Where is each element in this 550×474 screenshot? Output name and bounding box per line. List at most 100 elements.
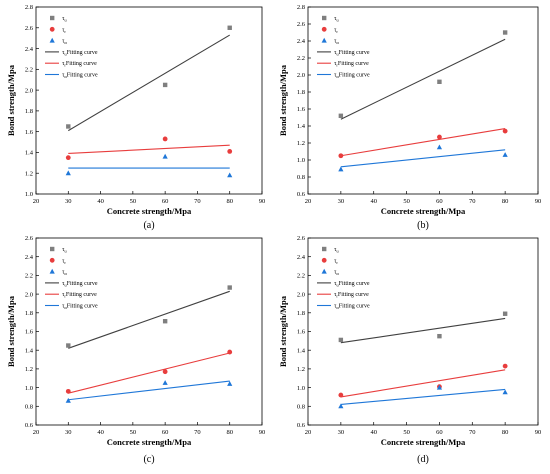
data-point-square [502, 30, 508, 35]
data-point-triangle [65, 397, 71, 403]
x-tick-label: 70 [194, 429, 201, 436]
y-tick-label: 0.6 [297, 422, 306, 429]
y-tick-label: 0.6 [25, 422, 34, 429]
x-tick-label: 50 [403, 198, 410, 205]
legend-label: τu [334, 16, 339, 23]
x-tick-label: 60 [436, 198, 443, 205]
x-tick-label: 40 [370, 198, 377, 205]
data-point-square [66, 343, 71, 348]
x-axis-title: Concrete strength/Mpa [107, 437, 192, 447]
legend-label: τuFitting curve [62, 281, 98, 288]
data-point-circle [502, 128, 508, 134]
y-tick-label: 2.8 [297, 4, 305, 11]
data-point-square [437, 79, 442, 84]
legend-entry-2: τr [321, 26, 338, 34]
y-tick-label: 1.4 [25, 347, 34, 354]
x-tick-label: 60 [436, 429, 443, 436]
y-axis-title: Bond strength/Mpa [278, 295, 288, 367]
data-point-triangle [162, 380, 168, 385]
data-point-circle [502, 363, 508, 369]
legend-marker-square [322, 15, 327, 21]
legend-entry-6: ταFitting curve [317, 73, 370, 80]
data-point-triangle [227, 381, 233, 386]
x-tick-label: 90 [535, 429, 542, 436]
y-tick-label: 1.8 [297, 89, 305, 96]
x-tick-label: 30 [65, 429, 72, 436]
y-tick-label: 1.6 [25, 129, 34, 136]
legend-label: τrFitting curve [62, 61, 97, 68]
y-tick-label: 0.6 [297, 191, 306, 198]
data-point-square [162, 82, 168, 88]
x-tick-label: 40 [97, 198, 104, 205]
legend-label: ταFitting curve [334, 73, 370, 80]
fit-line-1 [340, 317, 506, 344]
x-tick-label: 90 [259, 198, 266, 205]
fit-line-1 [68, 34, 230, 132]
y-tick-label: 1.6 [297, 329, 306, 336]
x-tick-label: 60 [162, 429, 169, 436]
x-tick-label: 70 [469, 429, 476, 436]
legend-entry-6: ταFitting curve [45, 304, 98, 310]
legend-marker-triangle [49, 37, 55, 43]
legend-entry-1: τu [50, 246, 67, 254]
x-tick-label: 70 [194, 198, 201, 205]
y-tick-label: 1.8 [297, 310, 305, 317]
y-tick-label: 2.0 [25, 87, 33, 94]
y-tick-label: 1.8 [25, 310, 33, 317]
chart-panel-3: 20 30 40 50 60 70 80 90 0.6 0.8 1.0 1.2 1.4 1.6 1.8 2.0… [6, 235, 265, 465]
y-tick-label: 1.0 [297, 157, 305, 164]
legend-marker-circle [49, 257, 55, 263]
legend-label: τα [62, 270, 67, 277]
data-point-circle [65, 388, 71, 394]
y-tick-label: 1.2 [297, 140, 305, 147]
y-tick-label: 0.8 [297, 174, 305, 181]
y-tick-label: 1.6 [25, 329, 34, 336]
x-tick-label: 30 [338, 429, 345, 436]
chart-panel-4: 20 30 40 50 60 70 80 90 0.6 0.8 1.0 1.2 1.4 1.6 1.8 2.0… [278, 235, 541, 465]
y-tick-label: 2.4 [297, 38, 306, 45]
y-axis-title: Bond strength/Mpa [6, 295, 16, 367]
data-point-circle [437, 134, 442, 140]
data-point-square [227, 25, 232, 30]
y-tick-label: 1.6 [297, 106, 306, 113]
x-tick-label: 70 [469, 198, 476, 205]
data-point-circle [227, 349, 233, 355]
legend-label: τuFitting curve [334, 281, 370, 288]
legend-entry-2: τr [321, 257, 338, 265]
legend-label: τuFitting curve [334, 50, 370, 57]
legend-label: τr [334, 27, 338, 34]
legend-entry-5: τrFitting curve [45, 292, 97, 299]
legend-entry-2: τr [49, 257, 66, 265]
y-tick-label: 2.2 [297, 55, 305, 62]
fit-line-2 [68, 352, 230, 394]
plot-frame [307, 6, 539, 195]
legend-entry-6: ταFitting curve [317, 304, 370, 310]
legend-label: τr [62, 258, 66, 265]
x-axis-title: Concrete strength/Mpa [107, 206, 192, 216]
y-tick-label: 2.6 [297, 21, 306, 28]
y-tick-label: 2.6 [25, 25, 34, 32]
data-point-circle [162, 369, 168, 375]
y-tick-label: 1.0 [25, 385, 33, 392]
fit-line-2 [68, 144, 230, 155]
x-tick-label: 30 [338, 198, 345, 205]
data-point-triangle [162, 153, 168, 159]
fit-line-3 [68, 380, 230, 401]
data-point-triangle [338, 166, 344, 172]
fit-line-3 [340, 149, 506, 168]
fit-line-1 [68, 290, 230, 349]
legend-entry-2: τr [49, 26, 66, 34]
x-tick-label: 80 [502, 198, 509, 205]
chart-panel-2: 20 30 40 50 60 70 80 90 0.6 0.8 1.0 1.2 1.4 1.6 1.8 2.0… [278, 4, 541, 231]
legend-entry-3: τα [49, 37, 67, 45]
fit-line-3 [340, 388, 506, 405]
x-tick-label: 50 [403, 429, 410, 436]
y-tick-label: 2.0 [297, 72, 305, 79]
data-point-square [502, 311, 508, 316]
data-point-square [66, 124, 71, 129]
x-tick-label: 20 [33, 429, 40, 436]
legend-entry-5: τrFitting curve [45, 61, 97, 68]
data-point-triangle [436, 384, 443, 390]
data-point-triangle [502, 152, 508, 157]
